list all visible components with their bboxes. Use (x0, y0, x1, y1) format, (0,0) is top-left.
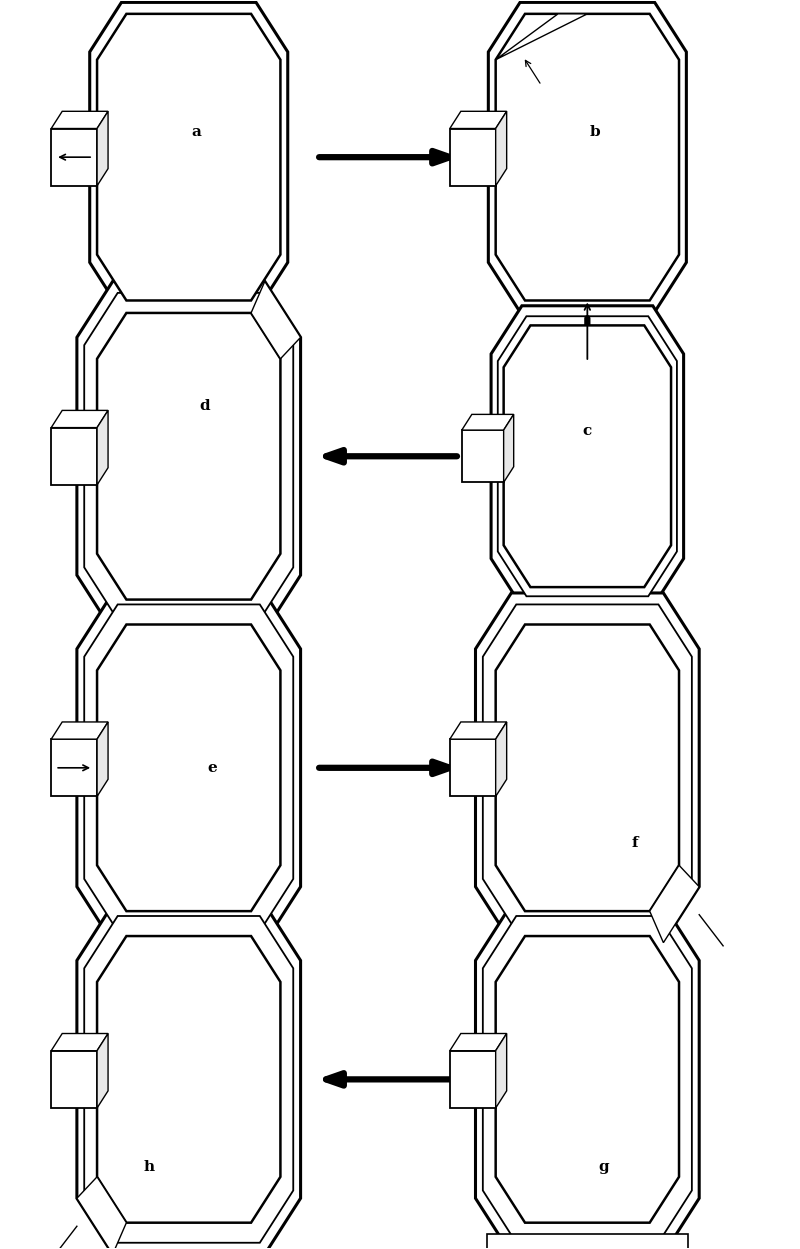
Polygon shape (77, 593, 301, 943)
Bar (450, 739, 496, 797)
Polygon shape (483, 916, 692, 1243)
Polygon shape (488, 2, 686, 312)
Polygon shape (450, 722, 506, 739)
Polygon shape (462, 415, 514, 430)
Polygon shape (496, 722, 506, 797)
Bar (51, 1050, 97, 1108)
Polygon shape (84, 605, 294, 932)
Polygon shape (51, 411, 108, 427)
Text: c: c (582, 425, 592, 438)
Polygon shape (97, 624, 281, 911)
Polygon shape (97, 14, 281, 301)
Polygon shape (84, 292, 294, 620)
Bar (486, 1234, 688, 1249)
Text: f: f (632, 836, 638, 849)
Polygon shape (51, 1033, 108, 1050)
Polygon shape (504, 415, 514, 482)
Polygon shape (475, 593, 699, 943)
Polygon shape (97, 411, 108, 485)
Polygon shape (77, 904, 301, 1249)
Polygon shape (97, 1033, 108, 1108)
Polygon shape (77, 1177, 126, 1249)
Polygon shape (450, 111, 506, 129)
Polygon shape (496, 111, 506, 186)
Polygon shape (496, 14, 587, 60)
Bar (51, 739, 97, 797)
Text: d: d (199, 400, 210, 413)
Polygon shape (650, 866, 699, 943)
Text: e: e (208, 761, 218, 774)
Polygon shape (51, 111, 108, 129)
Polygon shape (491, 306, 684, 607)
Text: g: g (598, 1159, 609, 1174)
Polygon shape (97, 111, 108, 186)
Polygon shape (504, 326, 671, 587)
Polygon shape (77, 281, 301, 631)
Bar (486, 1234, 688, 1249)
Polygon shape (475, 904, 699, 1249)
Polygon shape (84, 916, 294, 1243)
Text: h: h (143, 1159, 154, 1174)
Polygon shape (496, 1033, 506, 1108)
Bar (51, 129, 97, 186)
Polygon shape (97, 313, 281, 600)
Bar (462, 430, 504, 482)
Polygon shape (51, 722, 108, 739)
Polygon shape (90, 2, 288, 312)
Polygon shape (498, 316, 677, 596)
Polygon shape (496, 624, 679, 911)
Bar (51, 427, 97, 485)
Text: a: a (192, 125, 202, 139)
Polygon shape (97, 936, 281, 1223)
Text: b: b (590, 125, 601, 139)
Bar (450, 1050, 496, 1108)
Polygon shape (97, 722, 108, 797)
Polygon shape (483, 605, 692, 932)
Bar (450, 129, 496, 186)
Polygon shape (496, 14, 679, 301)
Polygon shape (496, 936, 679, 1223)
Polygon shape (251, 281, 301, 358)
Polygon shape (450, 1033, 506, 1050)
